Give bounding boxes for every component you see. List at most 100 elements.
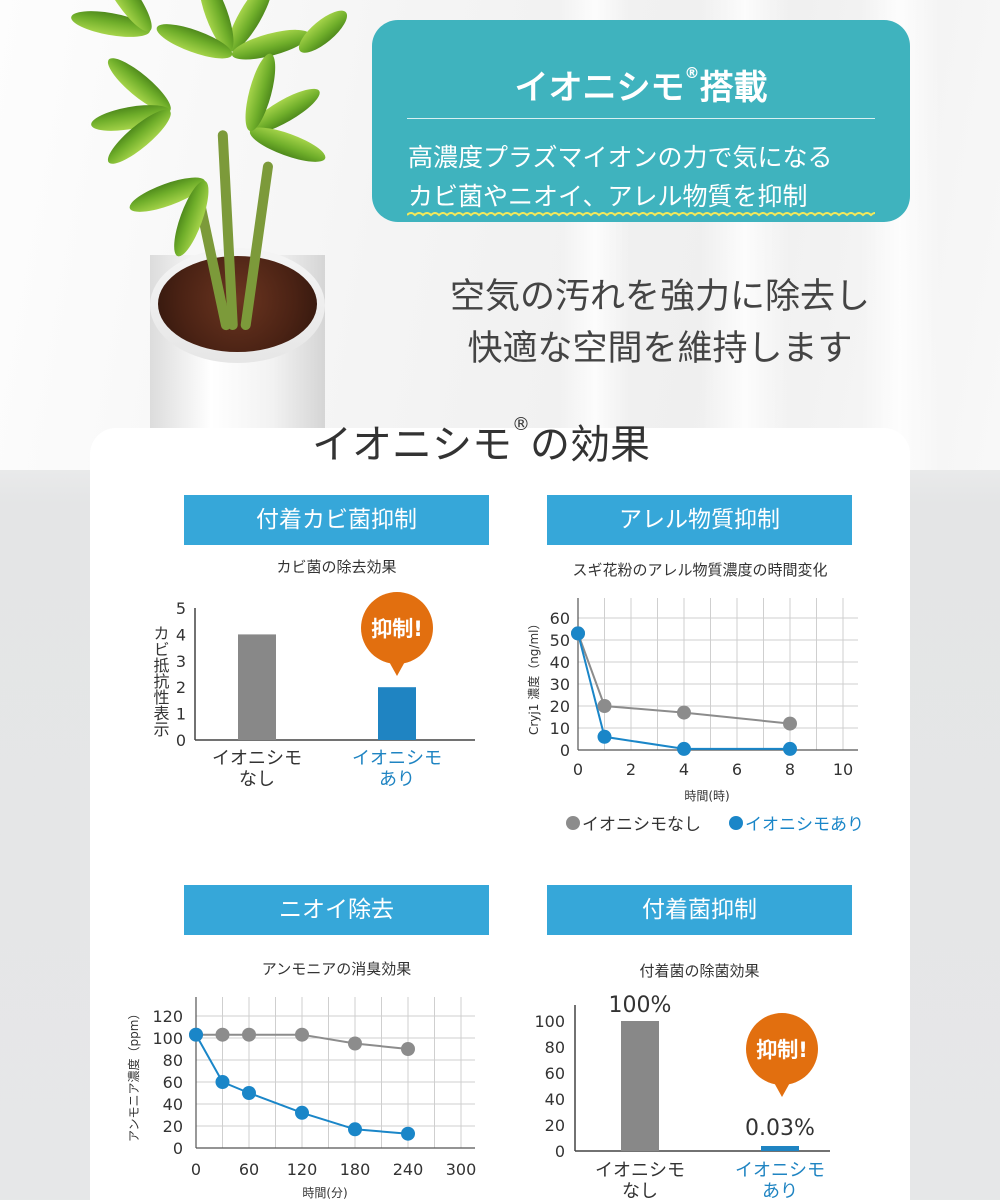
data-point [571,626,585,641]
category-label: あり [379,769,415,790]
y-tick-label: 30 [550,675,570,694]
bar [761,1146,799,1151]
data-point [215,1027,230,1042]
category-label: イオニシモ [352,748,442,769]
y-tick-label: 0 [555,1142,565,1161]
card-subtitle-allergen: スギ花粉のアレル物質濃度の時間変化 [572,561,828,579]
y-tick-label: 60 [163,1073,183,1092]
data-label: 100% [609,993,672,1018]
legend-label: イオニシモなし [582,815,701,835]
data-point [677,741,691,756]
legend-label: イオニシモあり [745,815,864,835]
x-tick-label: 6 [732,760,742,779]
legend-marker [729,816,743,830]
card-heading-odor: ニオイ除去 [184,885,489,935]
y-axis-label: カビ抵抗性表示 [151,625,170,737]
feature-card: イオニシモ®搭載 高濃度プラズマイオンの力で気になる カビ菌やニオイ、アレル物質… [372,20,910,222]
card-subtitle-bacteria: 付着菌の除菌効果 [639,962,760,980]
suppress-badge: 抑制! [746,1013,818,1097]
data-point [189,1027,203,1042]
suppress-badge-label: 抑制! [371,617,423,641]
data-point [597,699,612,713]
y-tick-label: 10 [550,719,570,738]
data-point [401,1042,415,1056]
bar [378,687,416,740]
series-line [577,633,790,750]
y-tick-label: 1 [176,705,186,724]
category-label: イオニシモ [595,1160,685,1181]
x-tick-label: 0 [191,1160,201,1179]
y-tick-label: 0 [176,731,186,750]
y-tick-label: 20 [550,697,570,716]
y-tick-label: 4 [176,625,186,644]
y-tick-label: 100 [534,1012,565,1031]
suppress-badge-pointer [387,658,407,676]
suppress-badge-shape [361,592,433,664]
y-tick-label: 0 [560,741,570,760]
data-point [783,716,797,731]
y-tick-label: 80 [545,1038,565,1057]
x-axis-label: 時間(時) [684,789,729,803]
category-label: あり [762,1181,798,1200]
data-point [295,1105,309,1120]
x-tick-label: 8 [785,760,795,779]
card-subtitle-mold: カビ菌の除去効果 [276,558,397,576]
data-point [242,1027,256,1042]
data-point [348,1036,362,1051]
wavy-underline [407,212,875,217]
soil [158,256,317,352]
y-tick-label: 5 [176,599,186,618]
feature-desc-line1: 高濃度プラズマイオンの力で気になる [408,143,833,172]
y-axis-label: Cryj1 濃度（ng/ml） [526,618,541,736]
y-tick-label: 20 [163,1117,183,1136]
x-tick-label: 120 [287,1160,318,1179]
divider [407,118,875,119]
y-tick-label: 60 [550,609,570,628]
category-label: イオニシモ [212,748,302,769]
card-heading-bacteria: 付着菌抑制 [547,885,852,935]
suppress-badge-pointer [772,1079,792,1097]
data-label: 0.03% [745,1116,815,1141]
category-label: なし [239,769,275,790]
section-title: イオニシモ®の効果 [312,414,650,468]
x-tick-label: 60 [239,1160,259,1179]
y-tick-label: 80 [163,1051,183,1070]
y-tick-label: 3 [176,652,186,671]
data-point [401,1126,415,1141]
lead-line1: 空気の汚れを強力に除去し [449,277,870,317]
y-tick-label: 100 [152,1029,183,1048]
data-point [677,705,691,720]
card-heading-mold: 付着カビ菌抑制 [184,495,489,545]
x-tick-label: 180 [340,1160,371,1179]
suppress-badge-label: 抑制! [756,1038,808,1062]
bar [238,634,276,740]
suppress-badge-shape [746,1013,818,1085]
data-point [242,1086,256,1100]
data-point [348,1122,362,1137]
data-point [597,729,612,744]
x-tick-label: 0 [573,760,583,779]
x-tick-label: 300 [446,1160,477,1179]
bar [621,1021,659,1151]
card-subtitle-odor: アンモニアの消臭効果 [261,960,412,978]
category-label: なし [622,1181,658,1200]
y-tick-label: 50 [550,631,570,650]
y-tick-label: 20 [545,1116,565,1135]
series-line [577,633,791,725]
y-tick-label: 120 [152,1007,183,1026]
x-tick-label: 240 [393,1160,424,1179]
x-tick-label: 2 [626,760,636,779]
y-tick-label: 40 [550,653,570,672]
card-heading-allergen: アレル物質抑制 [547,495,852,545]
data-point [215,1075,230,1089]
x-tick-label: 4 [679,760,689,779]
x-axis-label: 時間(分) [302,1186,347,1200]
y-tick-label: 2 [176,678,186,697]
y-tick-label: 0 [173,1139,183,1158]
y-tick-label: 60 [545,1064,565,1083]
data-point [783,741,797,756]
feature-desc-line2: カビ菌やニオイ、アレル物質を抑制 [408,182,808,211]
y-axis-label: アンモニア濃度（ppm） [126,1008,141,1142]
y-tick-label: 40 [163,1095,183,1114]
